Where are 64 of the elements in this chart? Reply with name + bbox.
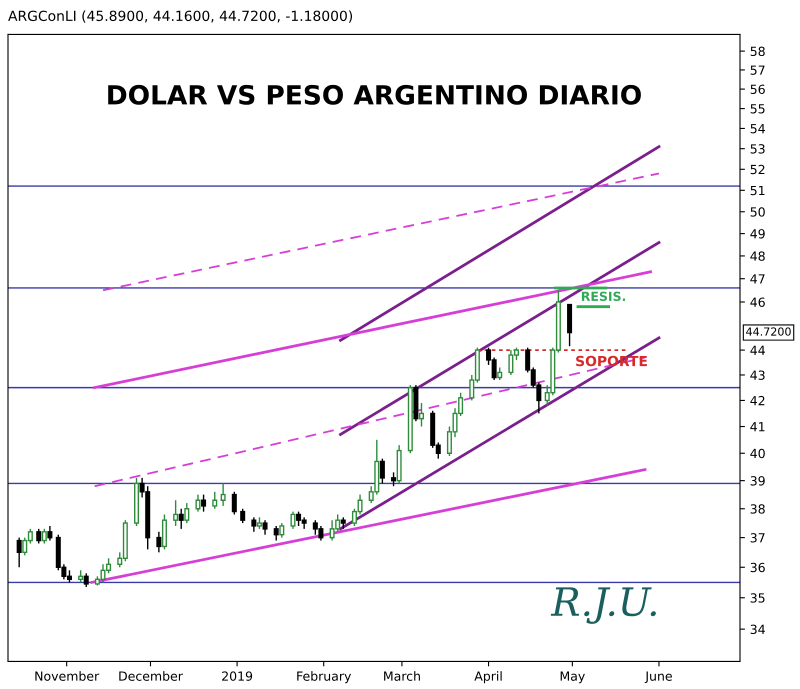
y-tick-label: 51 [750, 186, 764, 196]
candlestick [220, 482, 226, 507]
y-tick-label: 49 [750, 229, 765, 239]
candlestick [173, 500, 178, 527]
y-tick-label: 36 [750, 562, 765, 572]
candlestick [156, 531, 162, 554]
y-tick-label: 57 [750, 66, 765, 75]
y-tick-label: 50 [750, 207, 765, 217]
y-tick-label: 35 [750, 593, 765, 603]
y-tick-label: 40 [750, 448, 765, 458]
candlestick [340, 516, 346, 530]
y-tick-label: 54 [750, 124, 765, 134]
y-tick-label: 48 [750, 251, 765, 261]
x-tick-label: June [644, 672, 672, 684]
candlestick [274, 525, 279, 542]
y-tick-label: 38 [750, 504, 765, 514]
x-tick-label: April [474, 671, 502, 684]
y-tick-label: 37 [750, 533, 765, 543]
x-tick-label: November [35, 671, 100, 681]
candlestick [47, 525, 52, 542]
candlestick [240, 508, 246, 524]
y-tick-label: 44 [750, 346, 765, 355]
candlestick [279, 522, 284, 538]
text: DOLAR VS PESO ARGENTINO DIARIO [108, 84, 641, 105]
chart-subtitle: ARGConLI (45.8900, 44.1600, 44.7200, -1.18000) [8, 10, 352, 23]
candlestick [232, 491, 237, 516]
x-tick-label: February [297, 671, 352, 684]
text: 44.7200 [746, 327, 791, 336]
x-tick-label: 2019 [222, 671, 252, 681]
candlestick [497, 366, 502, 381]
y-tick-label: 43 [750, 370, 765, 380]
x-tick-label: December [119, 671, 183, 681]
candlestick [256, 516, 262, 530]
x-tick-label: March [384, 671, 420, 681]
candlestick [201, 494, 206, 512]
candlestick [290, 510, 296, 530]
candlestick [16, 536, 22, 568]
candlestick [178, 508, 184, 530]
candlestick [212, 491, 218, 510]
annotation: RESIS. [582, 292, 626, 302]
candlestick [195, 494, 200, 512]
candlestick [391, 472, 396, 487]
y-tick-label: 42 [750, 396, 764, 406]
candlestick [251, 516, 256, 532]
y-tick-label: 52 [750, 164, 764, 174]
candlestick [84, 572, 89, 588]
y-tick-label: 53 [750, 144, 765, 154]
y-tick-label: 58 [750, 46, 765, 56]
y-tick-label: 47 [750, 274, 765, 284]
candlestick [262, 520, 268, 536]
candlestick [380, 458, 385, 484]
y-tick-label: 41 [750, 422, 764, 432]
candlestick [418, 402, 424, 428]
candlestick [36, 528, 42, 544]
y-tick-label: 55 [750, 104, 765, 114]
x-tick-label: May [560, 672, 585, 684]
candlestick [184, 502, 190, 524]
candlestick [78, 570, 84, 584]
candlestick [42, 528, 47, 544]
annotation: R.J.U. [550, 587, 656, 624]
y-tick-label: 34 [750, 624, 765, 634]
y-tick-label: 39 [750, 476, 765, 486]
y-tick-label: 46 [750, 297, 765, 307]
y-tick-label: 56 [750, 84, 765, 94]
